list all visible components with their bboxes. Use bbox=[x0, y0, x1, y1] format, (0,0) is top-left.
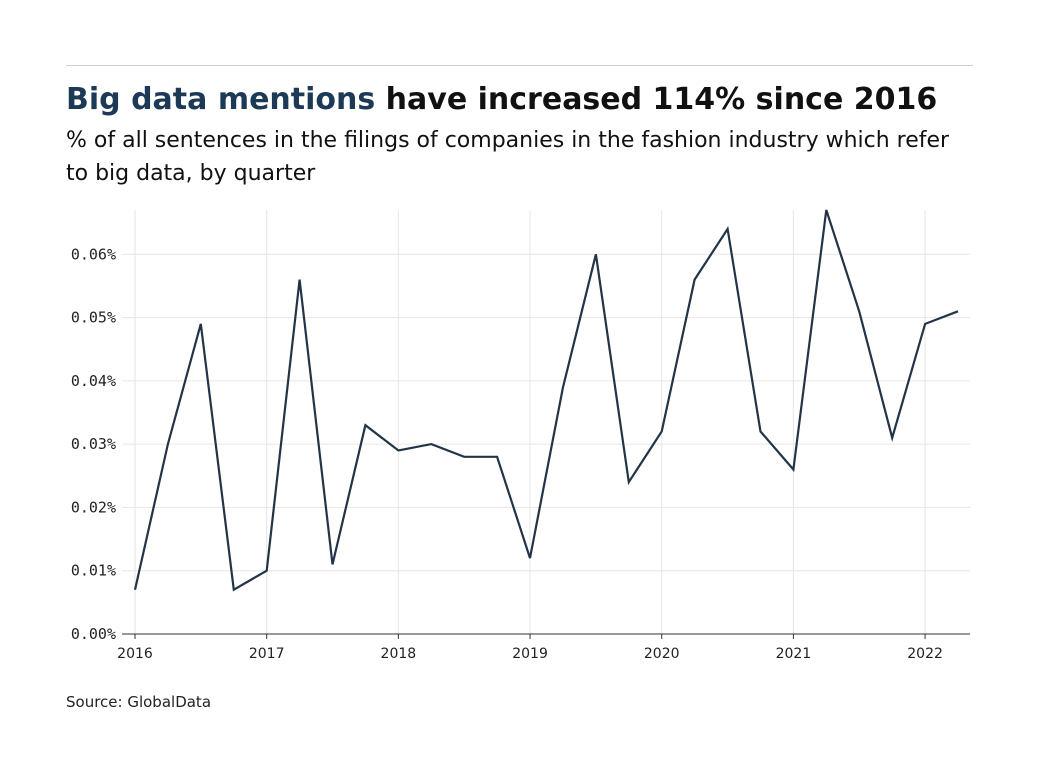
x-tick-label: 2022 bbox=[907, 646, 943, 662]
x-tick-label: 2018 bbox=[381, 646, 417, 662]
y-tick-label: 0.02% bbox=[71, 498, 116, 516]
x-tick-label: 2021 bbox=[776, 646, 812, 662]
chart-title: Big data mentions have increased 114% si… bbox=[66, 80, 937, 120]
y-tick-label: 0.05% bbox=[71, 309, 116, 327]
grid-layer bbox=[122, 210, 970, 634]
y-tick-label: 0.01% bbox=[71, 562, 116, 580]
chart-title-rest: have increased 114% since 2016 bbox=[375, 82, 938, 117]
chart-title-highlight: Big data mentions bbox=[66, 82, 376, 117]
x-tick-label: 2019 bbox=[512, 646, 548, 662]
x-tick-label: 2020 bbox=[644, 646, 680, 662]
chart-subtitle: % of all sentences in the filings of com… bbox=[66, 128, 950, 186]
x-tick-label: 2016 bbox=[117, 646, 153, 662]
y-tick-label: 0.03% bbox=[71, 435, 116, 453]
source-note: Source: GlobalData bbox=[66, 693, 212, 711]
series-line bbox=[133, 209, 959, 592]
top-divider bbox=[66, 65, 973, 66]
y-tick-label: 0.06% bbox=[71, 245, 116, 263]
axis-layer: 0.00% 0.01% 0.02% 0.03% 0.04% 0.05% 0.06% 2016 2… bbox=[71, 245, 970, 662]
y-tick-label: 0.04% bbox=[71, 372, 116, 390]
y-tick-label: 0.00% bbox=[71, 625, 116, 643]
series-layer bbox=[133, 209, 959, 592]
x-tick-label: 2017 bbox=[249, 646, 285, 662]
